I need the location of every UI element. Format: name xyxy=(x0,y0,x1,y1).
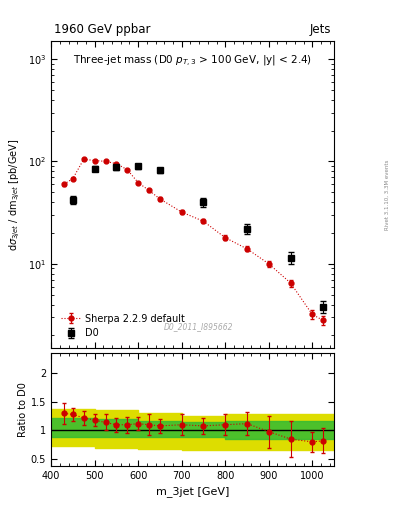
Y-axis label: Ratio to D0: Ratio to D0 xyxy=(18,382,28,437)
Text: 1960 GeV ppbar: 1960 GeV ppbar xyxy=(54,24,151,36)
Legend: Sherpa 2.2.9 default, D0: Sherpa 2.2.9 default, D0 xyxy=(56,309,190,344)
Y-axis label: d$\sigma_{3jet}$ / dm$_{3jet}$ [pb/GeV]: d$\sigma_{3jet}$ / dm$_{3jet}$ [pb/GeV] xyxy=(8,138,22,251)
Text: D0_2011_I895662: D0_2011_I895662 xyxy=(163,322,233,331)
Text: Jets: Jets xyxy=(310,24,331,36)
Text: Rivet 3.1.10, 3.3M events: Rivet 3.1.10, 3.3M events xyxy=(385,159,389,230)
Text: Three-jet mass (D0 $p_{T,3}$ > 100 GeV, |y| < 2.4): Three-jet mass (D0 $p_{T,3}$ > 100 GeV, … xyxy=(73,53,312,68)
X-axis label: m_3jet [GeV]: m_3jet [GeV] xyxy=(156,486,229,497)
